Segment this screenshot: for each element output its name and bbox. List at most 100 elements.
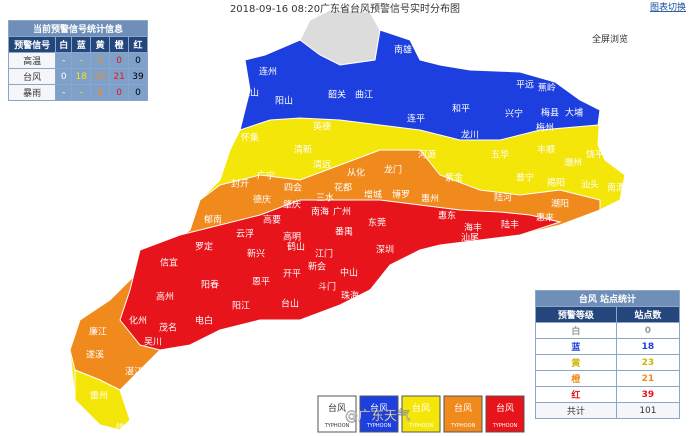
place-label: 信宜: [160, 257, 178, 269]
header-cell: 预警信号: [7, 36, 57, 53]
place-label: 丰顺: [537, 144, 555, 156]
table-title: 当前预警信号统计信息: [8, 20, 148, 37]
place-label: 普宁: [516, 172, 534, 184]
table-row: 黄 23: [535, 354, 681, 371]
table-cell: 共计: [535, 402, 617, 419]
map-title: 2018-09-16 08:20广东省台风预警信号实时分布图: [230, 2, 460, 15]
place-label: 高州: [156, 291, 174, 303]
place-label: 大埔: [565, 107, 583, 119]
switch-link[interactable]: 图表切换: [650, 1, 686, 13]
place-label: 惠州: [421, 193, 439, 205]
place-label: 和平: [452, 104, 470, 115]
legend-label: 台风: [454, 402, 472, 414]
place-label: 郁南: [204, 214, 222, 226]
table-cell: 18: [71, 68, 92, 85]
place-label: 南澳: [607, 182, 625, 194]
place-label: 四会: [284, 182, 302, 194]
place-label: 开平: [283, 269, 301, 280]
place-label: 广宁: [257, 170, 275, 182]
place-label: 台山: [281, 298, 299, 310]
header-cell: 红: [128, 36, 148, 53]
table-row: 橙 21: [535, 370, 681, 387]
place-label: 怀集: [241, 132, 259, 144]
place-label: 阳山: [275, 96, 293, 107]
table-cell: 黄: [535, 354, 617, 371]
table-cell: 0: [128, 84, 148, 101]
place-label: 斗门: [318, 281, 336, 293]
station-table: 台风 站点统计 预警等级 站点数白 0 蓝 18 黄 23 橙 21 红 39 共计 101: [535, 290, 681, 419]
table-cell: 39: [615, 386, 681, 403]
legend-icon: [485, 395, 525, 433]
place-label: 深圳: [376, 245, 394, 256]
place-label: 珠海: [341, 290, 359, 302]
place-label: 南海: [311, 206, 329, 218]
place-label: 揭阳: [547, 177, 565, 189]
place-label: 高要: [263, 214, 281, 226]
place-label: 蕉岭: [538, 82, 556, 94]
region-red: [119, 199, 562, 351]
table-title: 台风 站点统计: [535, 290, 680, 307]
header-cell: 预警等级: [535, 306, 617, 323]
place-label: 德庆: [253, 194, 271, 206]
legend-sub: TYPHOON: [492, 423, 518, 429]
legend-icon: [359, 395, 399, 433]
fullscreen-button[interactable]: 全屏浏览: [592, 33, 628, 45]
place-label: 江门: [315, 248, 333, 260]
place-label: 平远: [516, 80, 534, 91]
header-cell: 橙: [109, 36, 130, 53]
table-cell: 18: [615, 338, 681, 355]
legend-sub: TYPHOON: [366, 423, 392, 429]
legend-sub: TYPHOON: [450, 423, 476, 429]
place-label: 恩平: [252, 277, 270, 288]
place-label: 梅州: [536, 122, 554, 134]
place-label: 新会: [308, 261, 326, 273]
place-label: 三水: [316, 192, 334, 204]
place-label: 化州: [129, 315, 147, 327]
legend-icon: [443, 395, 483, 433]
table-cell: 0: [109, 84, 130, 101]
place-label: 徐闻: [116, 422, 134, 434]
place-label: 陆河: [494, 192, 512, 204]
place-label: 电白: [195, 315, 213, 327]
table-cell: 23: [90, 68, 111, 85]
table-cell: 0: [615, 322, 681, 339]
place-label: 龙川: [461, 129, 479, 141]
legend-label: 台风: [496, 402, 514, 414]
table-cell: 白: [535, 322, 617, 339]
table-cell: 台风: [7, 68, 57, 85]
place-label: 连山: [241, 87, 259, 99]
table-row: 台风 0 18 23 21 39: [7, 68, 148, 85]
place-label: 清新: [294, 144, 312, 156]
place-label: 阳江: [232, 301, 250, 312]
place-label: 惠东: [438, 210, 456, 222]
title-row: 台风 站点统计: [535, 290, 680, 307]
table-cell: 暴雨: [7, 84, 57, 101]
legend-icon: [401, 395, 441, 433]
place-label: 云浮: [236, 228, 254, 240]
header-cell: 站点数: [615, 306, 681, 323]
place-label: 博罗: [392, 189, 410, 201]
legend-label: 台风: [328, 402, 346, 414]
place-label: 连州: [259, 66, 277, 78]
table-cell: 0: [128, 52, 148, 69]
place-label: 廉江: [89, 326, 107, 338]
table-cell: 21: [615, 370, 681, 387]
place-label: 罗定: [195, 241, 213, 253]
header-row: 预警等级 站点数: [535, 306, 681, 323]
table-cell: 23: [615, 354, 681, 371]
table-cell: -: [71, 84, 92, 101]
place-label: 连平: [407, 113, 425, 125]
place-label: 湛江: [125, 367, 143, 378]
place-label: 吴川: [144, 337, 162, 348]
region-blue: [239, 29, 601, 141]
legend: 台风 TYPHOON 台风 TYPHOON 台风 TYPHOON 台风 TYPHOON 台风 TY…: [317, 395, 525, 433]
table-row: 红 39: [535, 386, 681, 403]
table-cell: 0: [109, 52, 130, 69]
place-label: 东莞: [368, 217, 386, 229]
header-row: 预警信号白蓝黄橙红: [7, 36, 148, 53]
place-label: 兴宁: [505, 108, 523, 120]
legend-sub: TYPHOON: [408, 423, 434, 429]
header-cell: 白: [55, 36, 73, 53]
place-label: 高明: [283, 231, 301, 243]
